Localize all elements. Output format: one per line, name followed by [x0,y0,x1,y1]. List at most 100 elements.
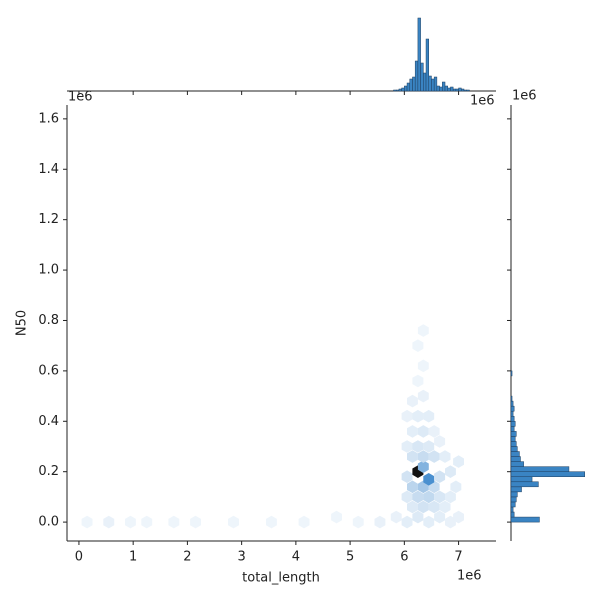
y-tick-label: 0.2 [38,464,59,479]
hex-cell [407,425,418,438]
top-hist-bar [436,85,440,92]
top-hist-bar [458,87,462,92]
top-hist-bar [395,89,400,92]
right-hist-bar [510,370,513,377]
x-tick-label: 1 [129,550,137,565]
hex-cell [407,394,418,408]
hex-cell [428,450,440,463]
y-tick-label: 1.4 [38,162,59,177]
top-hist-bar [401,87,405,92]
right-hist-bar [510,446,518,452]
hex-cell [434,510,446,524]
right-hist-bar [510,431,517,437]
hex-cell [417,425,429,438]
top-hist-bar [409,78,413,92]
hex-cell [412,510,424,524]
hex-cell [331,510,342,524]
hex-cell [401,409,413,423]
x-tick-label: 3 [237,550,245,565]
top-hist-bar [423,72,427,92]
y-tick-label: 0.4 [38,414,59,429]
right-hist-bar [510,516,540,523]
hex-cell [434,470,446,483]
right-hist-bar [510,471,585,477]
hex-cell [190,515,201,529]
hex-cell [412,490,424,504]
right-hist-bar [510,441,517,447]
y-tick-label: 0.6 [38,363,59,378]
right-hist-bar [510,395,513,402]
hex-cell [428,500,440,514]
top-hist-bar [455,88,459,92]
top-hist-bar [431,78,435,92]
top-hist-bar [447,87,451,92]
hex-cell [417,450,429,463]
top-hist-bar [466,89,470,92]
right-hist-bar [510,461,524,467]
hex-cell [298,515,310,529]
hex-cell [453,510,464,524]
hex-cell [412,440,424,453]
hex-cell [374,515,386,529]
x-tick-label: 7 [454,550,462,565]
hex-cell [407,450,418,463]
top-x-offset: 1e6 [470,94,495,109]
right-hist-bar [510,415,515,422]
right-hist-bar [510,466,570,472]
top-y-offset: 1e6 [68,90,93,105]
y-tick-label: 0.0 [38,515,59,530]
right-hist-bar [510,486,522,493]
hex-cell [434,490,446,504]
hex-cell [423,473,435,486]
top-hist-bar [425,38,429,92]
top-hist-bar [417,17,421,92]
top-hist-bar [412,76,416,92]
hex-cell [168,515,180,529]
hex-cell [81,515,93,529]
top-hist-bar [461,88,465,92]
top-hist-bar [404,85,408,92]
x-tick-label: 4 [292,550,300,565]
hex-cell [412,409,424,423]
right-hist-bar [510,511,515,518]
hex-cell [439,500,451,514]
hex-cell [407,480,418,494]
hex-cell [103,515,115,529]
x-tick-label: 5 [346,550,354,565]
right-hist-bar [510,481,539,488]
hex-cell [445,490,456,504]
hex-cell [439,450,451,463]
hex-cell [266,515,277,529]
hex-cell [125,515,136,529]
y-offset: 1e6 [512,89,537,104]
top-hist-bar [414,60,419,92]
hex-cell [423,515,435,529]
hex-cell [401,440,413,453]
hex-cell [407,500,418,514]
x-offset: 1e6 [457,569,482,584]
right-hist-bar [510,426,515,432]
hex-cell [352,515,364,529]
x-tick-label: 0 [75,550,83,565]
hex-cell [412,374,424,388]
right-hist-bar [510,400,514,407]
right-hist-bar [510,501,516,508]
right-hist-bar [510,491,518,498]
top-hist-bar [450,86,454,92]
right-hist-bar [510,405,515,412]
hex-cell [417,389,429,403]
hex-cell [423,409,435,423]
right-hist-bar [510,496,517,503]
hex-cell [417,359,429,373]
hex-cell [228,515,239,529]
y-tick-label: 0.8 [38,313,59,328]
right-hist-bar [510,436,516,442]
top-hist-bar [444,85,448,92]
top-hist-bar [442,81,446,92]
x-tick-label: 6 [400,550,408,565]
hex-cell [390,510,402,524]
hex-cell [450,480,462,494]
right-hist-bar [510,421,516,427]
hex-cell [401,515,413,529]
